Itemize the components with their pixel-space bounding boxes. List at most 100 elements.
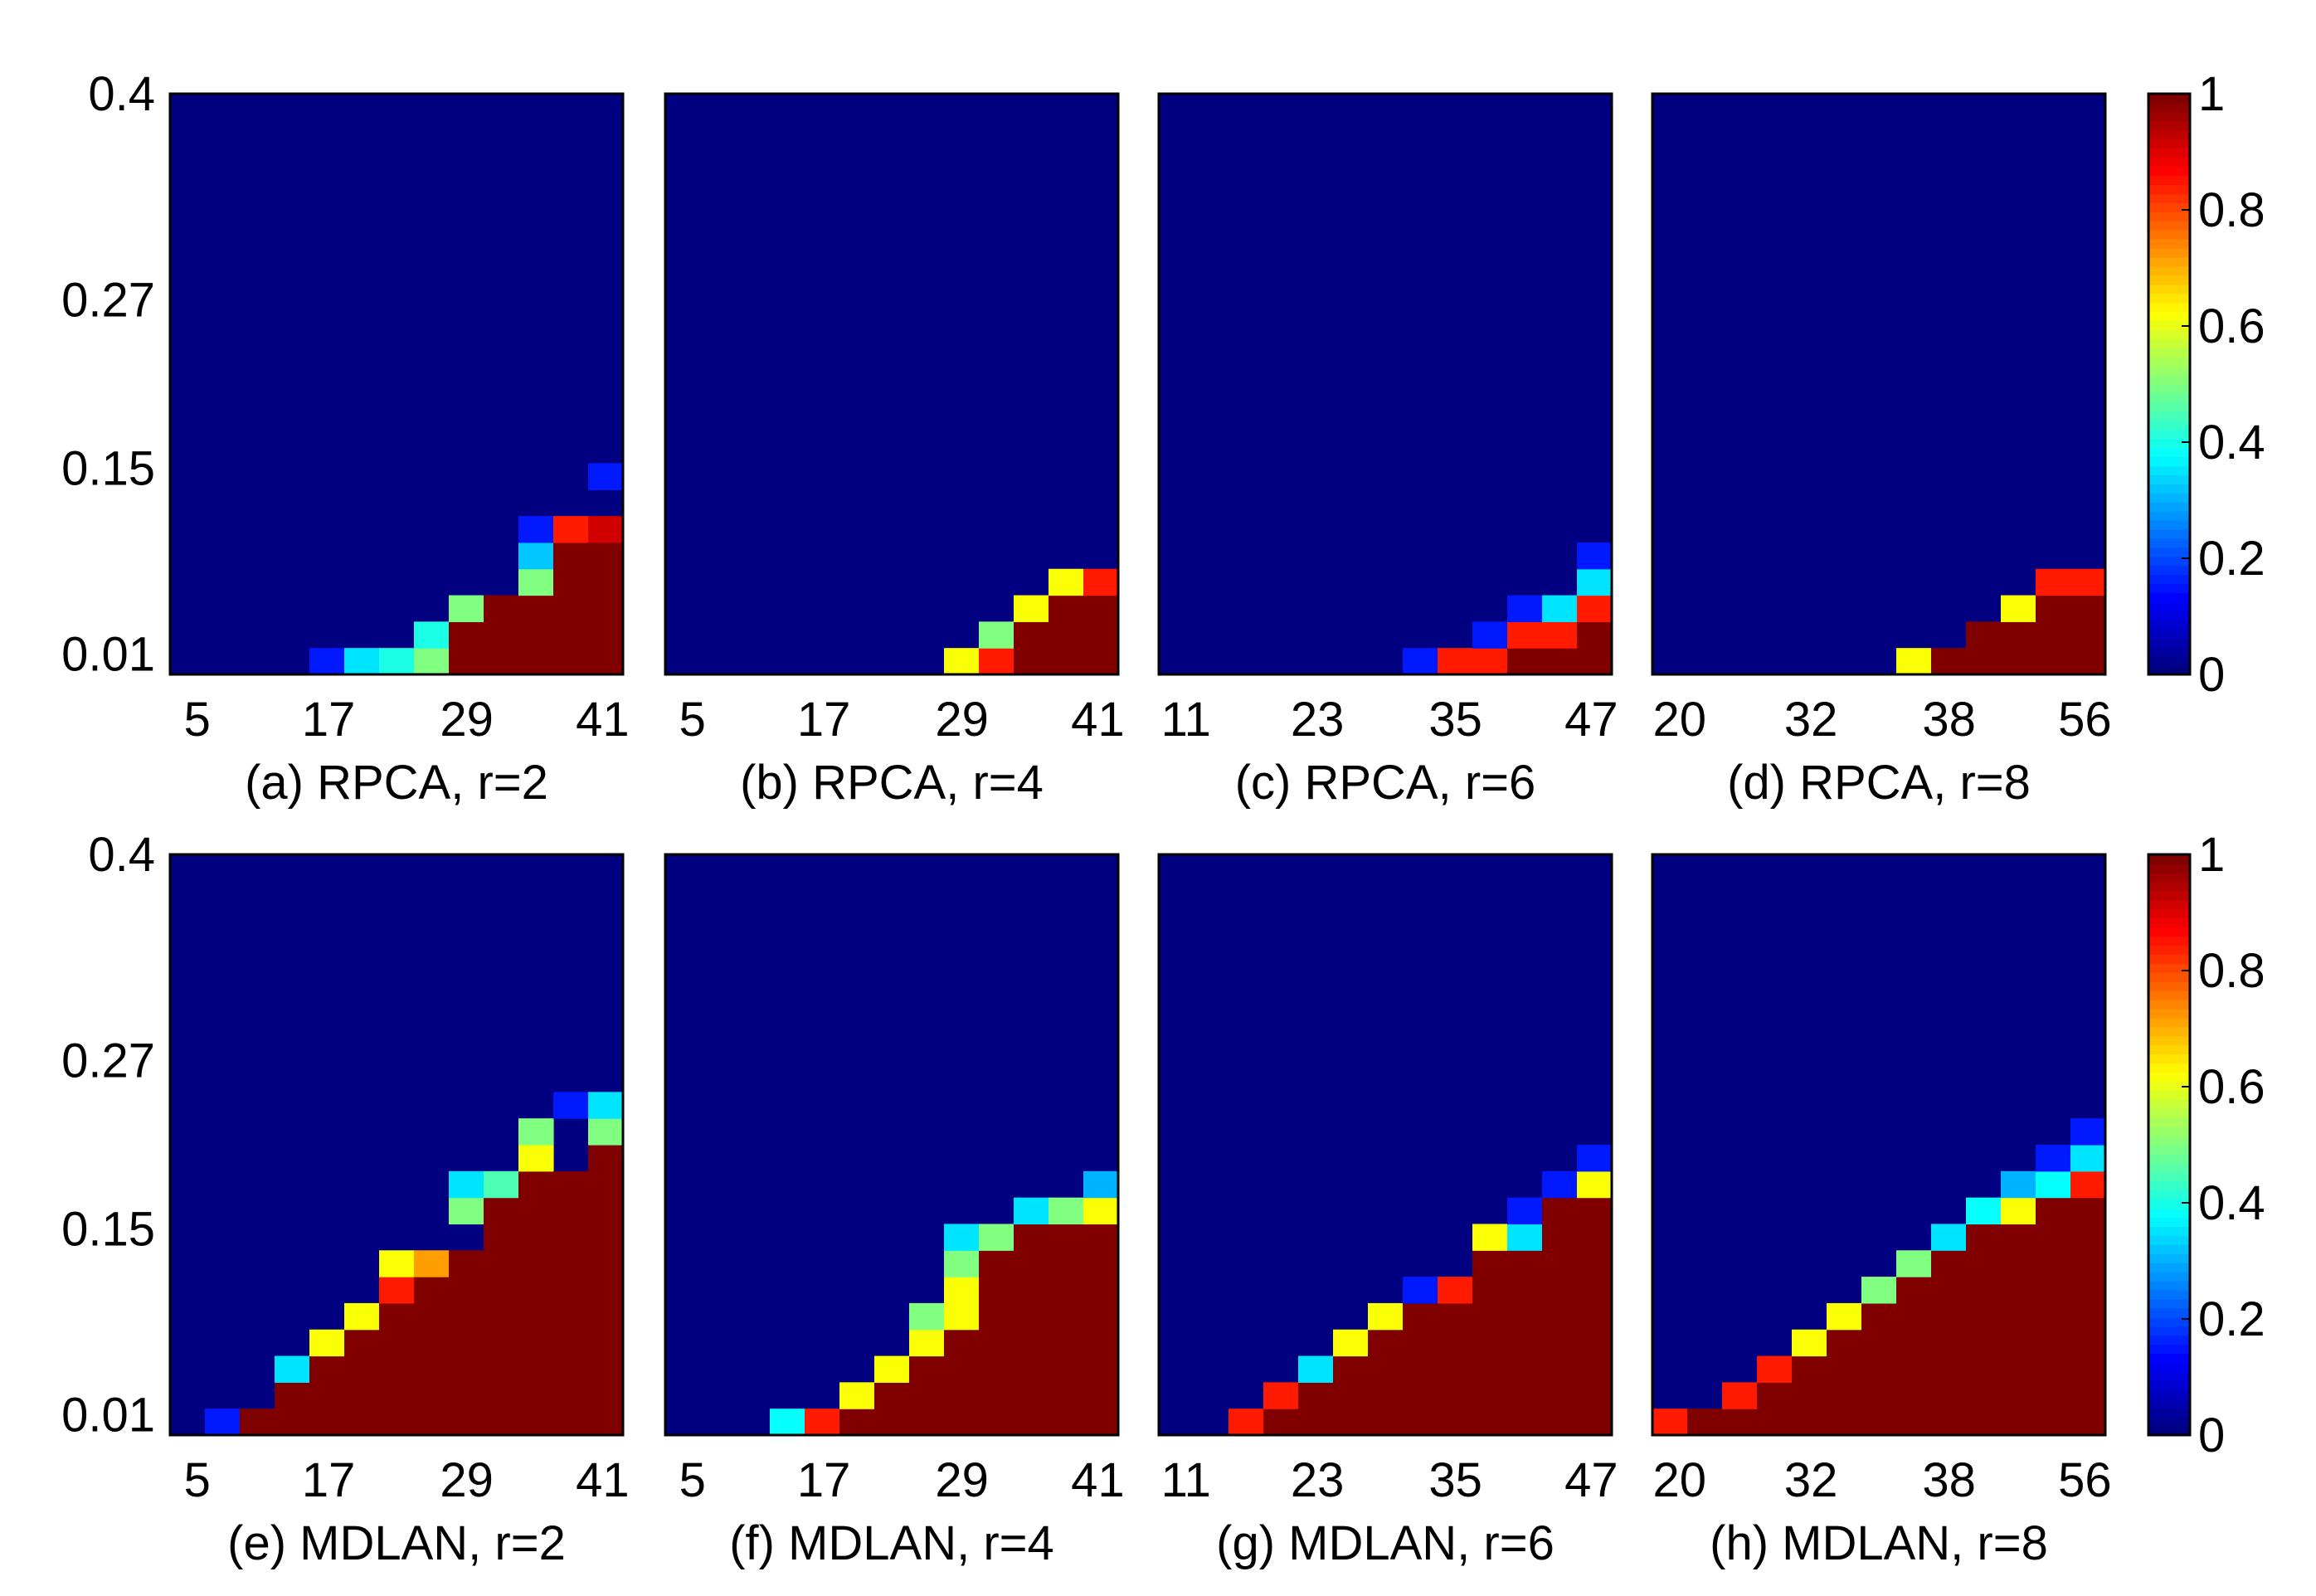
heatmap-cell [449, 595, 484, 622]
colorbar-segment [2148, 120, 2190, 131]
heatmap-cell [2036, 595, 2071, 622]
colorbar-segment [2148, 1335, 2190, 1345]
colorbar-tick-label: 1 [2198, 67, 2225, 121]
colorbar-segment [2148, 881, 2190, 892]
colorbar-segment [2148, 547, 2190, 557]
colorbar-segment [2148, 366, 2190, 376]
heatmap-cell [1403, 1302, 1438, 1331]
colorbar-segment [2148, 1290, 2190, 1300]
heatmap-cell [1896, 1250, 1932, 1277]
heatmap-cell [449, 1382, 484, 1409]
x-tick-label: 29 [440, 693, 494, 747]
heatmap-cell [1049, 1302, 1084, 1331]
heatmap-cell [553, 1409, 589, 1436]
heatmap-cell [1542, 1329, 1578, 1357]
colorbar-frame [2147, 853, 2192, 1437]
colorbar-segment [2148, 184, 2190, 194]
colorbar-segment [2148, 493, 2190, 503]
colorbar-segment [2148, 401, 2190, 412]
heatmap-cell [1014, 1277, 1049, 1304]
x-tick-label: 41 [576, 1453, 630, 1507]
heatmap-cell [909, 1302, 945, 1331]
heatmap-cell [518, 1145, 554, 1172]
x-tick-label: 5 [184, 1453, 211, 1507]
heatmap-cell [1542, 1355, 1578, 1383]
heatmap-cell [2036, 1197, 2071, 1225]
heatmap-cell [2001, 1197, 2036, 1225]
heatmap-cell [944, 1382, 980, 1409]
heatmap-cell [309, 1355, 345, 1383]
heatmap-cell [1861, 1355, 1897, 1383]
colorbar-segment [2148, 1153, 2190, 1164]
heatmap-cell [1049, 621, 1084, 649]
heatmap-cell [379, 1277, 415, 1304]
heatmap-cell [1472, 1409, 1508, 1436]
x-tick-label: 20 [1653, 693, 1707, 747]
heatmap-cell [518, 621, 554, 649]
heatmap-cell [1403, 1355, 1438, 1383]
colorbar-segment [2148, 1426, 2190, 1436]
colorbar-segment [2148, 1180, 2190, 1191]
heatmap-cell [1577, 1250, 1613, 1277]
colorbar-segment [2148, 411, 2190, 421]
heatmap-cell [1827, 1409, 1862, 1436]
heatmap-cell [2070, 595, 2106, 622]
panel-frame [1651, 92, 2107, 676]
heatmap-cell [553, 1197, 589, 1225]
heatmap-cell [414, 1382, 450, 1409]
heatmap-cell [1542, 1382, 1578, 1409]
colorbar-segment [2148, 102, 2190, 113]
heatmap-cell [449, 1409, 484, 1436]
x-tick-label: 41 [576, 693, 630, 747]
heatmap-cell [379, 1250, 415, 1277]
colorbar-segment [2148, 1362, 2190, 1373]
heatmap-cell [2001, 1302, 2036, 1331]
x-tick-label: 11 [1161, 1453, 1211, 1507]
colorbar-tick-label: 1 [2198, 828, 2225, 882]
heatmap-cell [770, 1409, 805, 1436]
heatmap-cell [484, 1409, 519, 1436]
heatmap-cell [518, 1197, 554, 1225]
colorbar-segment [2148, 1344, 2190, 1355]
x-tick-label: 35 [1428, 1453, 1482, 1507]
y-tick-label: 0.01 [61, 1389, 155, 1443]
heatmap-cell [1014, 1302, 1049, 1331]
heatmap-cell [588, 621, 624, 649]
heatmap-cell [518, 1382, 554, 1409]
heatmap-cell [588, 648, 624, 675]
heatmap-cell [2070, 1302, 2106, 1331]
colorbar-segment [2148, 1026, 2190, 1037]
heatmap-cell [449, 648, 484, 675]
colorbar-frame [2147, 92, 2192, 676]
x-tick-label: 56 [2058, 1453, 2112, 1507]
heatmap-cell [2036, 621, 2071, 649]
heatmap-cell [1507, 1329, 1543, 1357]
x-tick-label: 41 [1071, 693, 1125, 747]
heatmap-cell [1438, 648, 1473, 675]
heatmap-cell [1792, 1355, 1827, 1383]
colorbar-segment [2148, 157, 2190, 168]
heatmap-cell [1827, 1329, 1862, 1357]
heatmap-cell [2070, 1118, 2106, 1146]
heatmap-cell [1966, 1302, 2002, 1331]
heatmap-cell [1542, 1224, 1578, 1251]
colorbar-segment [2148, 620, 2190, 630]
heatmap-cell [979, 1409, 1014, 1436]
heatmap-cell [484, 1224, 519, 1251]
heatmap-cell [874, 1355, 910, 1383]
colorbar-segment [2148, 972, 2190, 982]
heatmap-cell [1403, 1329, 1438, 1357]
heatmap-cell [944, 1302, 980, 1331]
heatmap-cell [1931, 1409, 1967, 1436]
heatmap-cell [1438, 1409, 1473, 1436]
heatmap-cell [1472, 1250, 1508, 1277]
colorbar-segment [2148, 583, 2190, 594]
heatmap-cell [1333, 1382, 1369, 1409]
colorbar-segment [2148, 556, 2190, 567]
colorbar-segment [2148, 212, 2190, 221]
heatmap-cell [979, 1329, 1014, 1357]
heatmap-cell [2036, 648, 2071, 675]
colorbar-segment [2148, 1108, 2190, 1118]
heatmap-cell [1792, 1409, 1827, 1436]
panel-caption: (e) MDLAN, r=2 [227, 1516, 566, 1570]
